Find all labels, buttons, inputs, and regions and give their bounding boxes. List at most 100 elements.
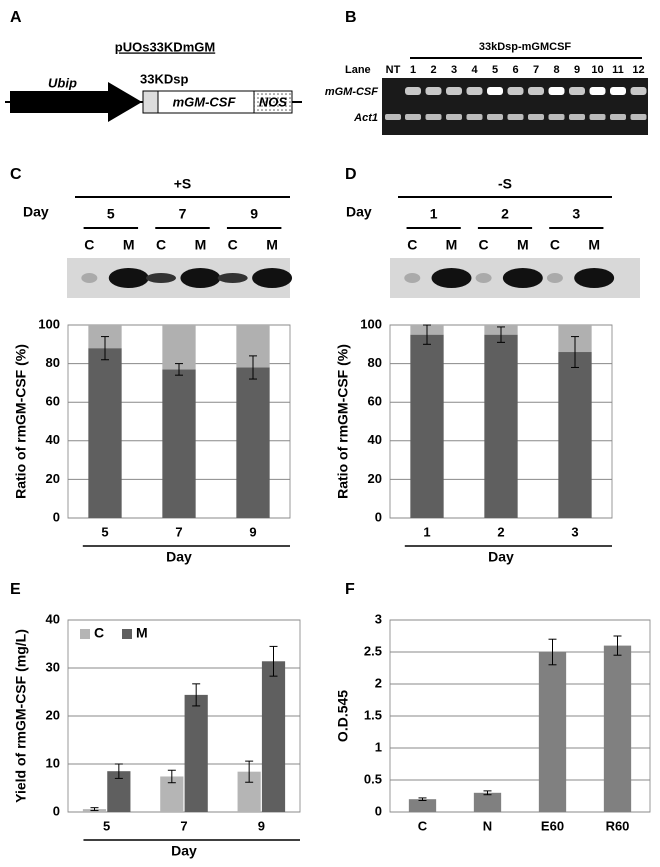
fraction-label: C xyxy=(479,237,489,253)
bar xyxy=(603,645,632,812)
error-bar xyxy=(114,763,123,779)
day-label: Day xyxy=(346,204,372,220)
y-tick-label: 80 xyxy=(368,355,382,370)
blot-band xyxy=(404,273,421,283)
blot-band xyxy=(574,268,615,288)
x-tick-label: N xyxy=(483,818,492,833)
y-axis-label: Ratio of rmGM-CSF (%) xyxy=(13,344,29,499)
y-tick-label: 2 xyxy=(375,675,382,690)
y-tick-label: 30 xyxy=(46,659,60,674)
panel-letter: B xyxy=(345,9,357,26)
bar xyxy=(184,694,208,812)
error-bar xyxy=(167,769,176,784)
lane-number: 12 xyxy=(632,64,644,76)
lane-number: 9 xyxy=(574,64,580,76)
bar xyxy=(261,661,286,812)
blot-band xyxy=(475,273,492,283)
x-tick-label: 5 xyxy=(101,524,108,539)
bar-segment xyxy=(558,352,592,518)
band xyxy=(569,87,585,95)
legend-label: C xyxy=(94,625,104,641)
construct-title: pUOs33KDmGM xyxy=(115,39,215,54)
y-tick-label: 0 xyxy=(53,803,60,818)
fraction-label: C xyxy=(407,237,417,253)
y-tick-label: 40 xyxy=(46,611,60,626)
band xyxy=(425,114,442,120)
x-tick-label: 1 xyxy=(423,524,430,539)
y-tick-label: 0.5 xyxy=(364,771,382,786)
error-bar xyxy=(101,336,109,361)
promoter-arrow xyxy=(10,82,142,122)
x-tick-label: R60 xyxy=(606,818,630,833)
band xyxy=(446,114,462,120)
y-tick-label: 60 xyxy=(368,394,382,409)
error-bar xyxy=(175,363,183,376)
fraction-label: C xyxy=(156,237,166,253)
band xyxy=(446,87,462,95)
error-bar xyxy=(249,355,257,380)
gel-row-label: Act1 xyxy=(353,112,378,124)
y-tick-label: 0 xyxy=(375,509,382,524)
band xyxy=(610,114,626,120)
blot-band xyxy=(108,268,149,288)
error-bar xyxy=(245,760,254,783)
fraction-label: M xyxy=(446,237,458,253)
x-tick-label: 5 xyxy=(103,818,110,833)
fraction-label: M xyxy=(266,237,278,253)
y-tick-label: 100 xyxy=(38,316,60,331)
blot-band xyxy=(81,273,98,283)
y-tick-label: 40 xyxy=(368,432,382,447)
error-bar xyxy=(497,326,505,343)
x-axis-label: Day xyxy=(488,549,514,565)
legend-label: M xyxy=(136,625,148,641)
legend-swatch xyxy=(80,629,90,639)
band xyxy=(507,114,524,120)
panel-letter: E xyxy=(10,581,21,598)
y-tick-label: 10 xyxy=(46,755,60,770)
day-label: Day xyxy=(23,204,49,220)
y-tick-label: 0 xyxy=(375,803,382,818)
gel-row-label: mGM-CSF xyxy=(325,86,378,98)
terminator-label: NOS xyxy=(259,94,288,109)
day-value: 1 xyxy=(430,206,438,222)
panel-letter: A xyxy=(10,9,22,26)
gene-label: mGM-CSF xyxy=(173,94,237,109)
lane-label: Lane xyxy=(345,64,371,76)
lane-number: 1 xyxy=(410,64,416,76)
band xyxy=(385,114,401,120)
bar xyxy=(107,771,131,812)
band xyxy=(487,114,503,120)
blot-band xyxy=(146,273,176,283)
bar-segment xyxy=(88,348,122,518)
y-tick-label: 20 xyxy=(46,707,60,722)
gel-image xyxy=(382,78,648,135)
blot-band xyxy=(217,273,248,283)
fraction-label: C xyxy=(84,237,94,253)
y-axis-label: O.D.545 xyxy=(335,690,351,742)
bar-segment xyxy=(484,334,518,518)
x-axis-label: Day xyxy=(166,549,192,565)
lane-number: NT xyxy=(386,64,401,76)
band xyxy=(528,87,544,95)
lane-number: 7 xyxy=(533,64,539,76)
blot-band xyxy=(502,268,543,288)
band xyxy=(589,87,606,95)
lane-number: 10 xyxy=(591,64,603,76)
bar-segment xyxy=(410,334,444,518)
y-tick-label: 60 xyxy=(46,394,60,409)
bar-segment xyxy=(162,369,196,518)
band xyxy=(425,87,442,95)
blot-band xyxy=(252,268,293,288)
lane-number: 4 xyxy=(471,64,478,76)
blot-band xyxy=(431,268,472,288)
x-axis-label: Day xyxy=(171,843,197,859)
band xyxy=(548,114,565,120)
band xyxy=(630,87,647,95)
y-axis-label: Yield of rmGM-CSF (mg/L) xyxy=(13,629,29,803)
promoter-label: Ubip xyxy=(48,75,77,90)
blot-band xyxy=(546,273,563,283)
signal-box xyxy=(142,90,159,114)
lane-number: 11 xyxy=(612,64,624,76)
bar xyxy=(408,799,437,812)
